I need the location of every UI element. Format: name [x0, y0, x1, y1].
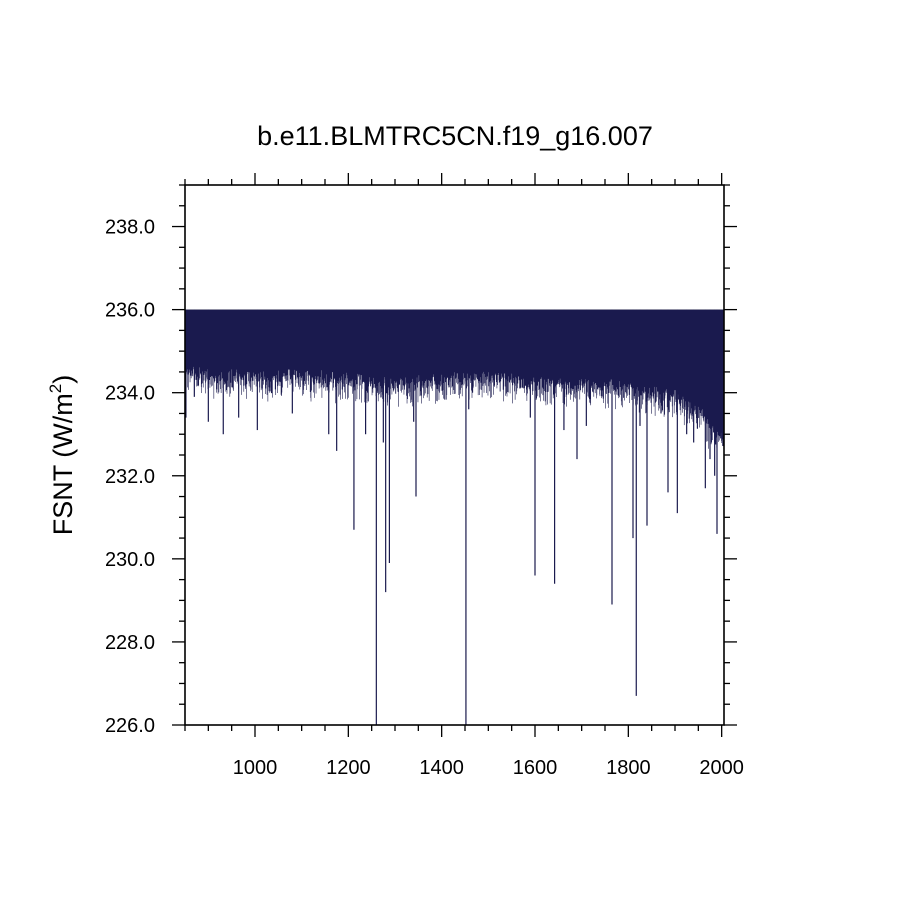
y-tick-label: 232.0	[105, 466, 155, 488]
y-axis-label-superscript: 2	[46, 384, 65, 393]
y-tick-label: 236.0	[105, 300, 155, 322]
y-axis-label-close: )	[48, 375, 78, 384]
x-tick-label: 1000	[233, 757, 278, 779]
y-tick-label: 230.0	[105, 549, 155, 571]
x-tick-label: 1400	[419, 757, 464, 779]
y-tick-label: 238.0	[105, 217, 155, 239]
y-axis-label-main: FSNT (W/m	[48, 393, 78, 535]
x-tick-label: 1800	[606, 757, 651, 779]
y-tick-label: 228.0	[105, 632, 155, 654]
x-tick-label: 1600	[513, 757, 558, 779]
x-tick-label: 1200	[326, 757, 371, 779]
x-tick-label: 2000	[699, 757, 744, 779]
series-hairlines	[185, 309, 724, 454]
y-tick-label: 226.0	[105, 715, 155, 737]
plot-frame	[184, 184, 725, 726]
series-line	[185, 309, 724, 725]
y-tick-label: 234.0	[105, 383, 155, 405]
x-axis: 1000 1200 1400 1600 1800 2000	[184, 173, 744, 779]
y-axis-label: FSNT (W/m2)	[46, 375, 78, 535]
y-axis: 226.0 228.0 230.0 232.0 234.0 236.0 238.0	[105, 184, 737, 737]
chart-title: b.e11.BLMTRC5CN.f19_g16.007	[257, 121, 653, 151]
